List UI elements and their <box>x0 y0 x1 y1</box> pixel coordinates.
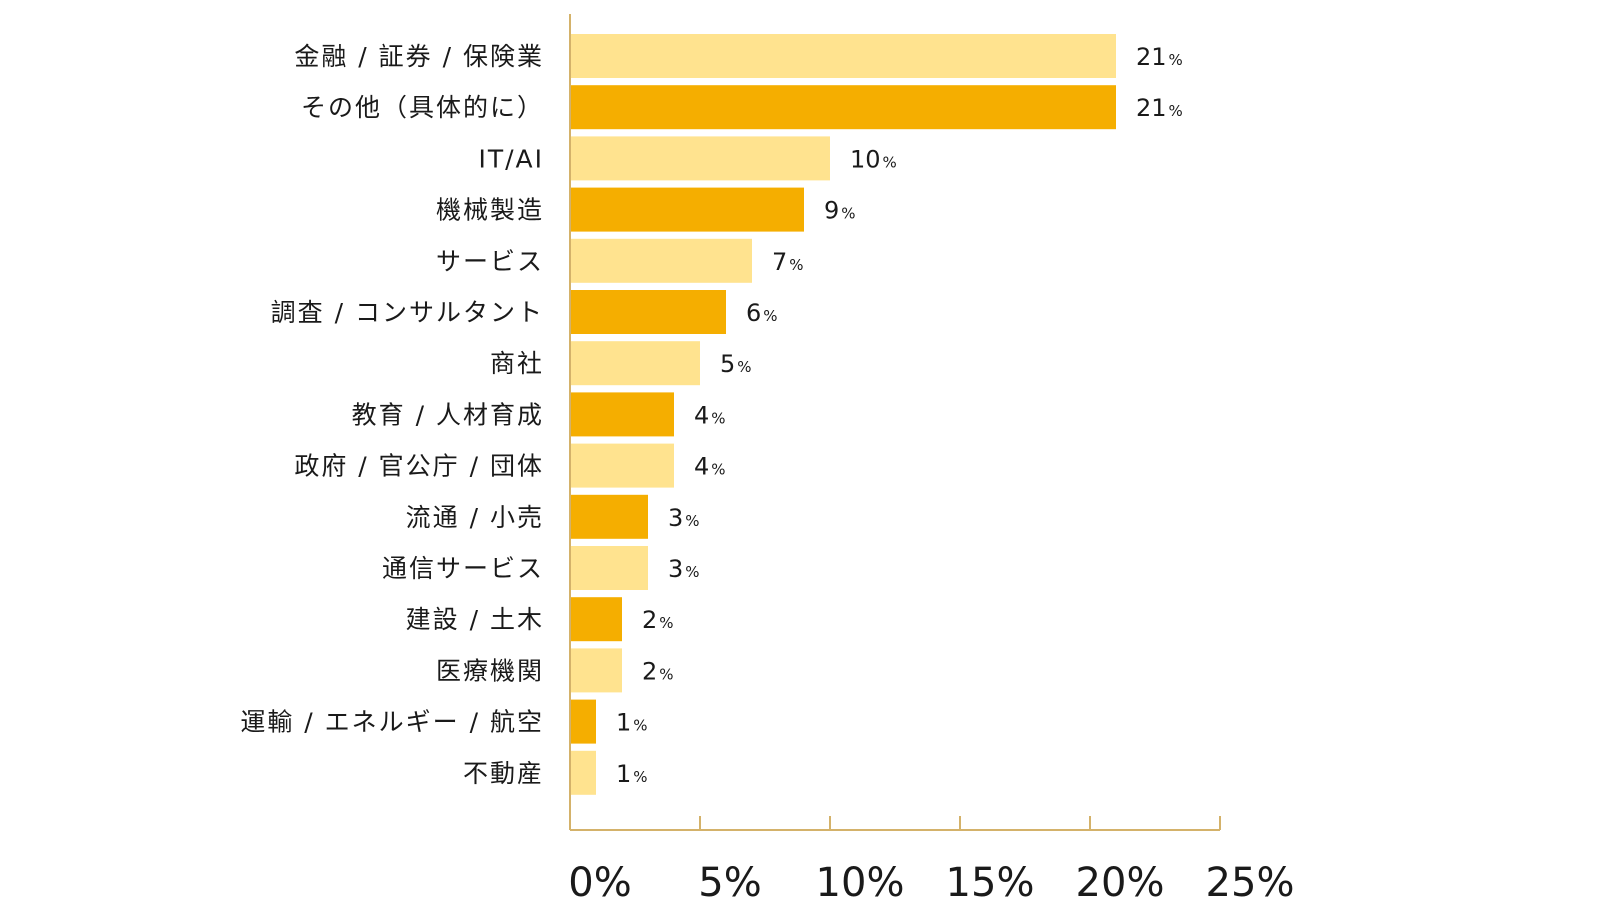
x-tick-label: 0% <box>568 860 631 906</box>
category-label: サービス <box>436 247 544 276</box>
data-label: 6% <box>746 299 778 327</box>
bar <box>570 238 752 283</box>
category-label: 通信サービス <box>382 554 544 583</box>
data-label: 7% <box>772 248 804 276</box>
category-label: 医療機関 <box>436 656 544 685</box>
data-label-unit: % <box>1169 102 1183 120</box>
data-label: 9% <box>824 197 856 225</box>
category-label: 機械製造 <box>436 196 544 225</box>
category-label: 教育 / 人材育成 <box>352 400 544 429</box>
bar <box>570 750 596 795</box>
category-label: 商社 <box>490 349 544 378</box>
x-tick-label: 10% <box>816 860 905 906</box>
data-label: 21% <box>1136 43 1183 71</box>
data-label: 5% <box>720 350 752 378</box>
data-label-unit: % <box>737 358 751 376</box>
data-label: 3% <box>668 555 700 583</box>
bar <box>570 341 700 386</box>
data-label-unit: % <box>841 205 855 223</box>
data-label-unit: % <box>659 665 673 683</box>
data-label-value: 3 <box>668 504 683 532</box>
x-tick-label: 15% <box>946 860 1035 906</box>
bars-layer <box>570 34 1116 795</box>
data-label: 21% <box>1136 94 1183 122</box>
data-label: 4% <box>694 453 726 481</box>
bar <box>570 34 1116 78</box>
bar <box>570 546 648 590</box>
data-label-value: 21 <box>1136 43 1167 71</box>
bar <box>570 85 1116 130</box>
data-label-unit: % <box>763 307 777 325</box>
data-label-value: 7 <box>772 248 787 276</box>
data-label-unit: % <box>659 614 673 632</box>
category-label: 金融 / 証券 / 保険業 <box>294 42 544 71</box>
data-label-unit: % <box>789 256 803 274</box>
bar <box>570 136 830 181</box>
category-label: 運輸 / エネルギー / 航空 <box>240 708 544 737</box>
data-label: 1% <box>616 709 648 737</box>
data-label-unit: % <box>883 153 897 171</box>
data-label-value: 2 <box>642 606 657 634</box>
data-label: 1% <box>616 760 648 788</box>
data-label-value: 21 <box>1136 94 1167 122</box>
data-label-value: 6 <box>746 299 761 327</box>
bar <box>570 494 648 539</box>
data-label: 3% <box>668 504 700 532</box>
bar <box>570 187 804 232</box>
labels-layer: 金融 / 証券 / 保険業 21 %その他（具体的に） 21 %IT/AI 10 %機械製造… <box>240 42 1294 906</box>
data-label-value: 10 <box>850 145 881 173</box>
data-label-value: 4 <box>694 401 709 429</box>
data-label: 2% <box>642 606 674 634</box>
data-label-value: 4 <box>694 453 709 481</box>
category-label: その他（具体的に） <box>301 93 544 122</box>
x-tick-label: 5% <box>698 860 761 906</box>
data-label-unit: % <box>711 409 725 427</box>
category-label: 不動産 <box>463 759 544 788</box>
data-label-unit: % <box>633 717 647 735</box>
data-label: 2% <box>642 657 674 685</box>
bar <box>570 648 622 693</box>
data-label-value: 5 <box>720 350 735 378</box>
bar <box>570 597 622 642</box>
x-tick-label: 25% <box>1206 860 1295 906</box>
data-label: 4% <box>694 401 726 429</box>
category-label: 調査 / コンサルタント <box>271 298 544 327</box>
category-label: 流通 / 小売 <box>406 503 544 532</box>
bar <box>570 699 596 744</box>
data-label-value: 1 <box>616 709 631 737</box>
x-tick-label: 20% <box>1076 860 1165 906</box>
data-label-value: 1 <box>616 760 631 788</box>
data-label: 10% <box>850 145 897 173</box>
category-label: 政府 / 官公庁 / 団体 <box>294 452 544 481</box>
data-label-unit: % <box>711 461 725 479</box>
category-label: 建設 / 土木 <box>406 605 544 634</box>
bar <box>570 392 674 437</box>
data-label-unit: % <box>685 563 699 581</box>
data-label-unit: % <box>685 512 699 530</box>
data-label-value: 9 <box>824 197 839 225</box>
data-label-value: 2 <box>642 657 657 685</box>
data-label-unit: % <box>1169 51 1183 69</box>
data-label-unit: % <box>633 768 647 786</box>
axis-layer <box>569 14 1221 831</box>
bar <box>570 290 726 334</box>
bar <box>570 443 674 488</box>
data-label-value: 3 <box>668 555 683 583</box>
category-label: IT/AI <box>478 144 544 173</box>
